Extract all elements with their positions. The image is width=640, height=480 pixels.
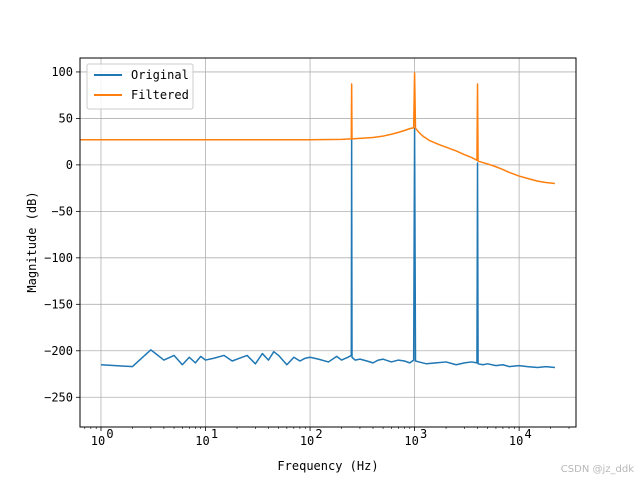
- y-axis-label: Magnitude (dB): [25, 191, 39, 292]
- series-line-original: [100, 127, 555, 369]
- x-tick-label: 10: [195, 434, 209, 448]
- x-tick-exponent: 4: [525, 427, 532, 441]
- x-axis-label: Frequency (Hz): [277, 459, 378, 473]
- legend: Original Filtered: [86, 63, 194, 110]
- series-layer: [80, 72, 555, 369]
- plot-area: [80, 58, 576, 427]
- series-line-filtered: [80, 72, 555, 185]
- x-axis-ticks: 10 0 10 1 10 2 10 3 10 4: [84, 427, 570, 448]
- x-tick-label: 10: [91, 434, 105, 448]
- y-tick-label: −50: [51, 204, 73, 218]
- y-axis-ticks: 100 50 0 −50 −100 −150 −200 −250: [44, 65, 80, 404]
- legend-label-original: Original: [131, 68, 189, 82]
- x-tick-label: 10: [509, 434, 523, 448]
- y-tick-label: 0: [66, 158, 73, 172]
- x-tick-exponent: 3: [420, 427, 427, 441]
- watermark: CSDN @jz_ddk: [561, 464, 634, 475]
- x-tick-exponent: 0: [106, 427, 113, 441]
- y-tick-label: −100: [44, 251, 73, 265]
- x-tick-label: 10: [404, 434, 418, 448]
- x-tick-exponent: 1: [211, 427, 218, 441]
- legend-label-filtered: Filtered: [131, 88, 189, 102]
- x-tick-exponent: 2: [315, 427, 322, 441]
- y-tick-label: −150: [44, 297, 73, 311]
- y-tick-label: −250: [44, 390, 73, 404]
- y-tick-label: 50: [59, 111, 73, 125]
- y-tick-label: −200: [44, 344, 73, 358]
- plot-frame: [79, 57, 577, 428]
- y-tick-label: 100: [51, 65, 73, 79]
- x-tick-label: 10: [300, 434, 314, 448]
